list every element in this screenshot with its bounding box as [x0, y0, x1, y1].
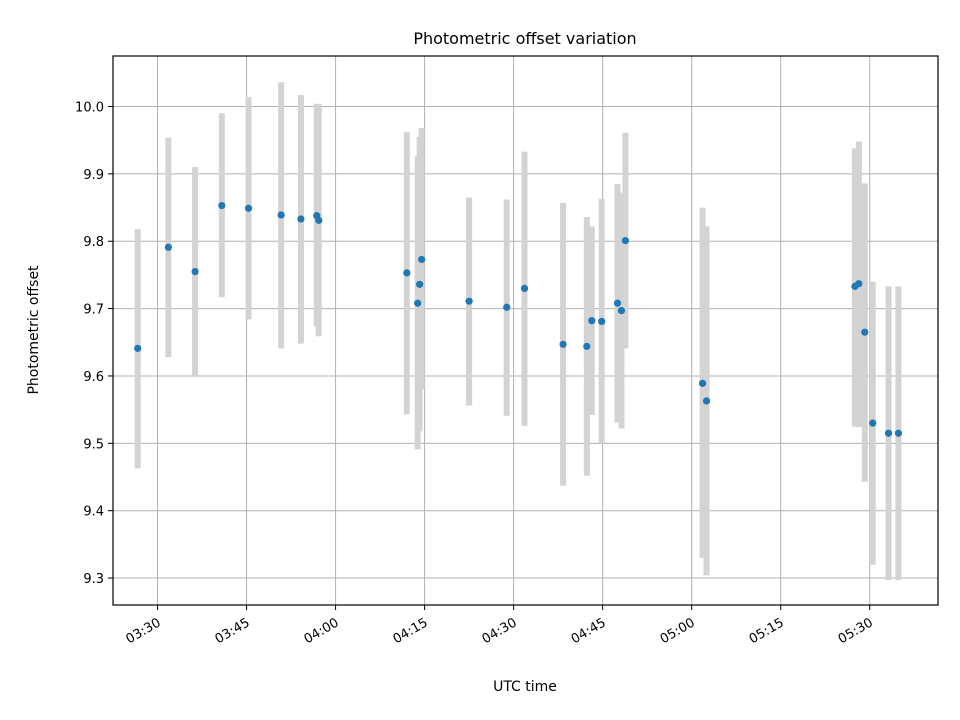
- data-point: [583, 342, 591, 350]
- x-tick-label: 05:15: [747, 615, 787, 647]
- data-point: [164, 243, 172, 251]
- data-point: [884, 429, 893, 437]
- plot-frame: [112, 55, 939, 606]
- data-point: [861, 328, 869, 336]
- y-tick-label: 9.3: [83, 572, 104, 587]
- y-tick-label: 9.8: [83, 235, 104, 250]
- data-point: [191, 267, 199, 276]
- data-point: [218, 201, 226, 210]
- data-point: [244, 204, 253, 212]
- data-point: [134, 344, 142, 352]
- data-point: [698, 379, 707, 387]
- x-axis-label: UTC time: [493, 679, 557, 695]
- data-point: [403, 269, 411, 277]
- data-point: [869, 419, 877, 427]
- data-point: [418, 255, 426, 264]
- data-points: [134, 201, 903, 437]
- y-tick-label: 9.5: [83, 437, 104, 452]
- data-point: [621, 236, 630, 245]
- y-tick-label: 9.9: [83, 168, 104, 183]
- data-point: [588, 317, 596, 325]
- data-point: [465, 297, 473, 305]
- data-point: [855, 280, 863, 288]
- x-tick-label: 04:30: [480, 615, 520, 647]
- data-point: [414, 299, 422, 307]
- x-tick-label: 03:30: [124, 615, 164, 647]
- x-tick-label: 03:45: [213, 615, 253, 647]
- x-axis-ticks: 03:30 03:45 04:00 04:15 04:30 04:45 05:00 05:15…: [124, 605, 876, 647]
- x-tick-label: 05:00: [658, 615, 698, 647]
- data-point: [297, 215, 305, 223]
- x-tick-label: 04:00: [302, 615, 342, 647]
- data-point: [894, 429, 903, 437]
- data-point: [277, 211, 285, 219]
- x-tick-label: 05:30: [836, 615, 876, 647]
- data-point: [613, 299, 622, 307]
- y-tick-label: 9.6: [83, 370, 104, 385]
- chart-title: Photometric offset variation: [413, 29, 636, 48]
- data-point: [416, 280, 424, 288]
- y-tick-label: 9.4: [83, 505, 104, 520]
- data-point: [520, 284, 529, 292]
- data-point: [598, 317, 606, 326]
- x-tick-label: 04:45: [569, 615, 609, 647]
- y-tick-label: 10.0: [75, 101, 104, 116]
- x-tick-label: 04:15: [391, 615, 431, 647]
- data-point: [617, 307, 626, 315]
- y-axis-ticks: 9.3 9.4 9.5 9.6 9.7 9.8 9.9 10.0: [75, 101, 113, 587]
- error-bars: [134, 82, 902, 581]
- y-tick-label: 9.7: [83, 303, 104, 318]
- data-point: [702, 397, 711, 405]
- data-point: [315, 216, 323, 224]
- data-point: [559, 340, 567, 348]
- data-point: [503, 303, 511, 311]
- y-axis-label: Photometric offset: [26, 265, 42, 395]
